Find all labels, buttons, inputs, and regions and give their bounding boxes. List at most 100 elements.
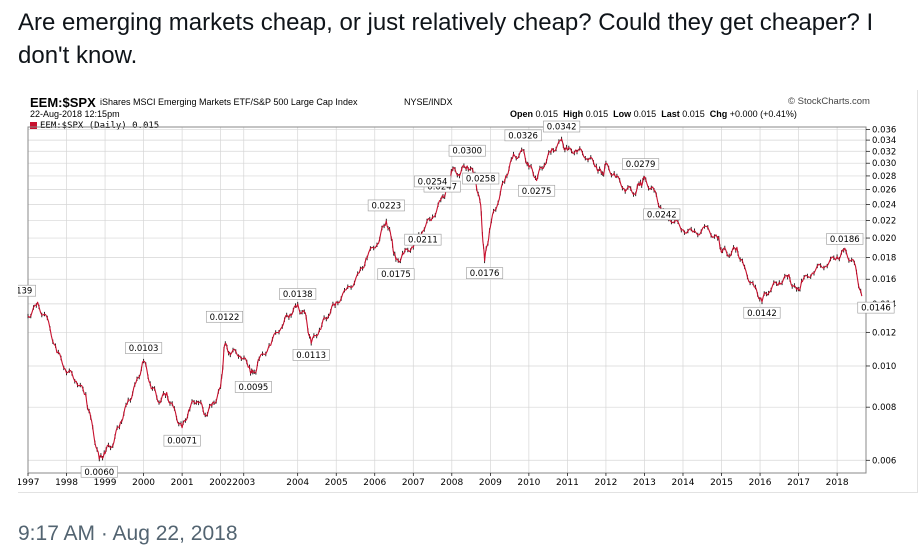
open-value: 0.015 [535, 109, 559, 119]
last-value: 0.015 [682, 109, 705, 119]
legend-swatch [30, 122, 37, 129]
annotation-0.0146: 0.0146 [857, 301, 895, 314]
annotation-box [404, 233, 442, 246]
annotation-0.0113: 0.0113 [292, 349, 330, 361]
annotation-0.0071: 0.0071 [163, 434, 201, 447]
ohlc-readout: Open 0.015 High 0.015 Low 0.015 Last 0.0… [510, 109, 797, 119]
plot-area-border [27, 126, 867, 474]
annotation-label: 0.0138 [283, 290, 313, 300]
annotation-0.0326: 0.0326 [504, 129, 542, 141]
x-tick-label: 2018 [826, 478, 849, 488]
y-tick-label: 0.026 [872, 186, 896, 196]
x-tick-label: 2017 [787, 478, 810, 488]
annotation-label: 0.0113 [296, 351, 326, 361]
annotation-0.0275: 0.0275 [518, 184, 556, 197]
x-tick-label: 2008 [440, 478, 463, 488]
annotation-0.0223: 0.0223 [367, 199, 405, 211]
chart-annotations: 0.0139 0.0060 0.0103 0.0071 0.0122 0.0095 0.01… [18, 120, 895, 478]
x-tick-label: 2005 [325, 478, 348, 488]
annotation-label: 0.0176 [470, 269, 500, 279]
x-tick-label: 1999 [94, 478, 117, 488]
annotation-label: 0.0211 [408, 236, 438, 246]
annotation-box [826, 233, 864, 245]
annotation-label: 0.0139 [18, 287, 32, 297]
x-tick-label: 1998 [55, 478, 78, 488]
stockcharts-brand: © StockCharts.com [788, 96, 870, 107]
y-tick-label: 0.012 [872, 328, 896, 338]
x-tick-label: 2015 [710, 478, 733, 488]
annotation-box [279, 288, 317, 300]
annotation-label: 0.0242 [647, 210, 677, 220]
annotation-label: 0.0122 [210, 313, 240, 323]
x-tick-label: 2012 [594, 478, 617, 488]
y-tick-label: 0.006 [872, 456, 896, 466]
y-tick-label: 0.010 [872, 362, 896, 372]
annotation-label: 0.0279 [626, 160, 656, 170]
annotation-box [80, 465, 118, 478]
annotation-box [448, 144, 486, 157]
x-tick-label: 2013 [633, 478, 656, 488]
x-tick-label: 2002 [209, 478, 232, 488]
chart-description: iShares MSCI Emerging Markets ETF/S&P 50… [100, 97, 358, 107]
annotation-0.0279: 0.0279 [622, 158, 660, 170]
annotation-label: 0.0071 [167, 437, 197, 447]
annotation-box [466, 267, 504, 279]
annotation-box [622, 158, 660, 170]
annotation-0.0258: 0.0258 [462, 172, 500, 185]
annotation-label: 0.0247 [427, 183, 457, 193]
annotation-label: 0.0103 [129, 344, 159, 354]
y-tick-label: 0.008 [872, 403, 896, 413]
chg-value: +0.000 (+0.41%) [729, 109, 797, 119]
x-tick-label: 2011 [556, 478, 579, 488]
annotation-0.0142: 0.0142 [743, 306, 781, 319]
annotation-label: 0.0326 [508, 131, 538, 141]
y-tick-label: 0.024 [872, 200, 896, 210]
annotation-0.0139: 0.0139 [18, 284, 36, 297]
x-tick-label: 2003 [232, 478, 255, 488]
annotation-label: 0.0254 [418, 177, 448, 187]
x-tick-label: 2010 [517, 478, 540, 488]
tweet-timestamp[interactable]: 9:17 AM · Aug 22, 2018 [18, 522, 238, 545]
chg-label: Chg [709, 109, 728, 119]
y-tick-label: 0.034 [872, 136, 896, 146]
y-tick-label: 0.020 [872, 234, 896, 244]
x-tick-label: 2016 [749, 478, 772, 488]
annotation-label: 0.0275 [522, 187, 552, 197]
annotation-label: 0.0146 [861, 304, 891, 314]
annotation-0.0300: 0.0300 [448, 144, 486, 157]
annotation-box [743, 306, 781, 319]
annotation-0.0060: 0.0060 [80, 465, 118, 478]
annotation-label: 0.0175 [381, 270, 411, 280]
series-line [27, 138, 863, 460]
x-tick-label: 2001 [171, 478, 194, 488]
annotation-0.0122: 0.0122 [205, 310, 243, 323]
annotation-0.0138: 0.0138 [279, 288, 317, 300]
annotation-box [205, 310, 243, 323]
annotation-box [857, 301, 895, 314]
x-tick-label: 2007 [402, 478, 425, 488]
chart-datetime: 22-Aug-2018 12:15pm [30, 109, 120, 119]
y-tick-label: 0.018 [872, 253, 896, 263]
annotation-box [292, 349, 330, 361]
x-axis: 1997 1998 1999 2000 2001 2002 2003 2004 2005 2006… [18, 473, 849, 488]
annotation-0.0342: 0.0342 [543, 120, 581, 133]
annotation-box [643, 208, 681, 221]
stockcharts-image[interactable]: EEM:$SPX iShares MSCI Emerging Markets E… [18, 90, 918, 493]
annotation-0.0103: 0.0103 [125, 342, 163, 354]
annotation-label: 0.0060 [84, 468, 114, 478]
high-value: 0.015 [585, 109, 609, 119]
annotation-0.0175: 0.0175 [377, 268, 415, 280]
y-tick-label: 0.032 [872, 147, 896, 157]
x-tick-label: 2014 [672, 478, 695, 488]
annotation-0.0254: 0.0254 [414, 175, 452, 187]
annotation-label: 0.0258 [466, 175, 496, 185]
annotation-box [543, 120, 581, 133]
y-tick-label: 0.036 [872, 126, 896, 136]
legend-text: EEM:$SPX (Daily) 0.015 [40, 121, 160, 131]
x-tick-label: 2000 [132, 478, 155, 488]
chart-symbol: EEM:$SPX [30, 95, 96, 110]
annotation-box [18, 284, 36, 297]
annotation-0.0176: 0.0176 [466, 267, 504, 279]
y-tick-label: 0.022 [872, 216, 896, 226]
